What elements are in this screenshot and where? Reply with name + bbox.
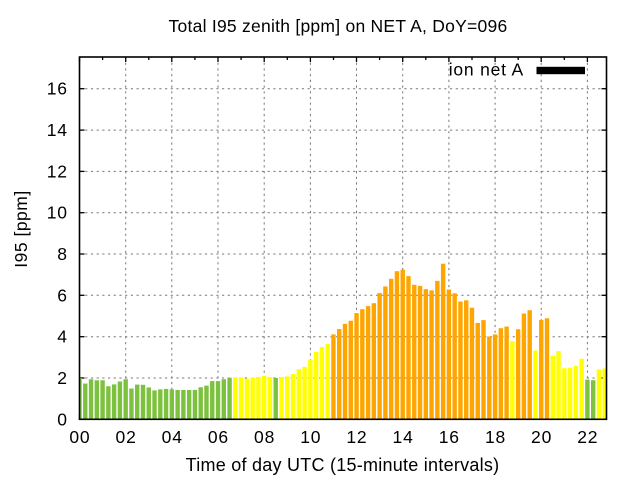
svg-text:2: 2 <box>57 368 68 388</box>
svg-text:6: 6 <box>57 285 68 305</box>
svg-text:Time of day UTC (15-minute int: Time of day UTC (15-minute intervals) <box>186 455 500 475</box>
svg-text:14: 14 <box>393 427 414 447</box>
svg-text:20: 20 <box>531 427 552 447</box>
svg-text:22: 22 <box>577 427 598 447</box>
svg-text:16: 16 <box>439 427 460 447</box>
svg-text:16: 16 <box>47 79 68 99</box>
svg-text:02: 02 <box>116 427 137 447</box>
svg-text:06: 06 <box>208 427 229 447</box>
svg-text:12: 12 <box>47 161 68 181</box>
svg-text:0: 0 <box>57 409 68 429</box>
svg-text:10: 10 <box>300 427 321 447</box>
svg-text:Total I95 zenith [ppm] on NET: Total I95 zenith [ppm] on NET A, DoY=096 <box>169 16 508 36</box>
svg-text:I95 [ppm]: I95 [ppm] <box>11 190 31 267</box>
svg-text:00: 00 <box>69 427 90 447</box>
svg-text:8: 8 <box>57 244 68 264</box>
svg-text:04: 04 <box>162 427 183 447</box>
svg-text:18: 18 <box>485 427 506 447</box>
svg-text:ion net A: ion net A <box>449 60 524 80</box>
svg-text:4: 4 <box>57 327 68 347</box>
svg-text:10: 10 <box>47 203 68 223</box>
svg-text:08: 08 <box>254 427 275 447</box>
svg-text:12: 12 <box>346 427 367 447</box>
svg-text:14: 14 <box>47 120 68 140</box>
